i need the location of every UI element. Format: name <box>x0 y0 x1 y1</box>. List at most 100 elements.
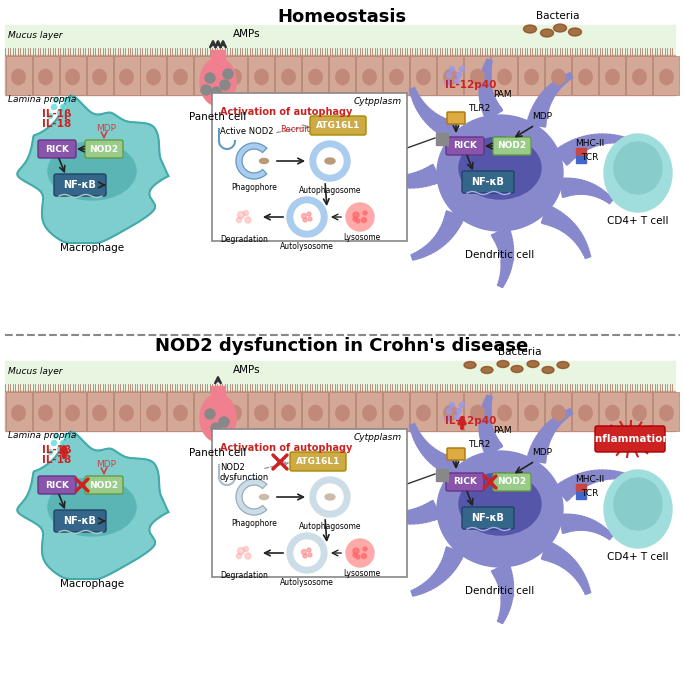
Polygon shape <box>602 193 609 201</box>
Bar <box>519 392 545 431</box>
Text: Homeostasis: Homeostasis <box>277 8 407 26</box>
Ellipse shape <box>481 367 493 374</box>
Polygon shape <box>567 409 573 415</box>
Bar <box>436 133 448 145</box>
Polygon shape <box>549 420 558 429</box>
Polygon shape <box>479 89 493 94</box>
Polygon shape <box>581 246 589 252</box>
Text: CD4+ T cell: CD4+ T cell <box>607 216 669 226</box>
Polygon shape <box>569 227 580 238</box>
Ellipse shape <box>12 69 25 85</box>
Circle shape <box>303 218 307 222</box>
Polygon shape <box>588 135 595 147</box>
Polygon shape <box>497 577 513 583</box>
Polygon shape <box>449 122 459 141</box>
Circle shape <box>356 219 360 223</box>
Ellipse shape <box>92 69 106 85</box>
Text: Autophagosome: Autophagosome <box>299 186 361 195</box>
Bar <box>221 392 247 431</box>
Polygon shape <box>429 240 439 251</box>
Bar <box>573 55 599 94</box>
Polygon shape <box>595 524 601 533</box>
Polygon shape <box>558 414 565 422</box>
Polygon shape <box>577 575 586 583</box>
Bar <box>114 55 140 94</box>
Text: IL-18: IL-18 <box>42 455 71 465</box>
Bar <box>5 25 675 55</box>
Bar <box>545 55 571 94</box>
Polygon shape <box>501 606 510 612</box>
Text: ATG16L1: ATG16L1 <box>296 457 340 466</box>
Polygon shape <box>443 556 459 567</box>
Polygon shape <box>479 92 493 97</box>
Bar <box>436 133 448 145</box>
Text: ATG16L1: ATG16L1 <box>316 121 360 130</box>
Polygon shape <box>408 510 413 524</box>
Polygon shape <box>486 395 493 400</box>
Text: MHC-II: MHC-II <box>575 139 605 147</box>
Text: Degradation: Degradation <box>220 235 268 244</box>
Polygon shape <box>394 176 399 186</box>
Polygon shape <box>551 546 561 563</box>
Bar <box>114 392 140 431</box>
Ellipse shape <box>498 69 511 85</box>
Ellipse shape <box>633 405 646 421</box>
Polygon shape <box>482 439 499 450</box>
FancyBboxPatch shape <box>38 140 76 158</box>
Polygon shape <box>491 227 510 238</box>
FancyBboxPatch shape <box>54 174 106 196</box>
Polygon shape <box>573 569 583 578</box>
Polygon shape <box>560 412 567 420</box>
Polygon shape <box>417 440 427 449</box>
Polygon shape <box>429 164 441 183</box>
Polygon shape <box>411 509 416 524</box>
Ellipse shape <box>497 361 509 367</box>
Ellipse shape <box>606 405 619 421</box>
Bar <box>5 391 675 431</box>
Circle shape <box>362 553 366 559</box>
Polygon shape <box>425 448 436 460</box>
Ellipse shape <box>579 405 593 421</box>
Polygon shape <box>420 248 427 257</box>
Polygon shape <box>497 282 504 287</box>
Polygon shape <box>382 510 388 520</box>
Polygon shape <box>499 250 514 255</box>
Text: AMPs: AMPs <box>233 365 260 375</box>
Circle shape <box>230 539 258 567</box>
Polygon shape <box>430 451 441 465</box>
Text: Mucus layer: Mucus layer <box>8 367 62 376</box>
Circle shape <box>346 539 374 567</box>
Circle shape <box>317 484 343 510</box>
Polygon shape <box>575 573 585 580</box>
Polygon shape <box>573 474 583 490</box>
Polygon shape <box>596 134 601 145</box>
Polygon shape <box>577 137 586 152</box>
Text: MHC-II: MHC-II <box>575 474 605 483</box>
Ellipse shape <box>120 405 134 421</box>
Polygon shape <box>562 144 575 160</box>
Polygon shape <box>481 437 498 446</box>
Ellipse shape <box>464 361 476 369</box>
Polygon shape <box>441 223 457 234</box>
Polygon shape <box>484 65 491 70</box>
Circle shape <box>447 409 451 413</box>
Bar <box>86 392 112 431</box>
Polygon shape <box>571 567 582 576</box>
Polygon shape <box>590 184 596 196</box>
Text: Recruit: Recruit <box>280 125 310 134</box>
Polygon shape <box>501 268 510 273</box>
Polygon shape <box>414 588 420 596</box>
Text: Autolysosome: Autolysosome <box>280 242 334 251</box>
Bar <box>356 55 382 94</box>
Bar <box>627 55 653 94</box>
Polygon shape <box>554 415 562 424</box>
Polygon shape <box>587 520 593 531</box>
Circle shape <box>308 217 312 221</box>
Circle shape <box>236 217 242 223</box>
Polygon shape <box>542 427 553 437</box>
Circle shape <box>456 73 462 77</box>
Polygon shape <box>412 96 421 103</box>
Bar <box>492 392 517 431</box>
Polygon shape <box>439 455 449 471</box>
Polygon shape <box>501 265 512 270</box>
